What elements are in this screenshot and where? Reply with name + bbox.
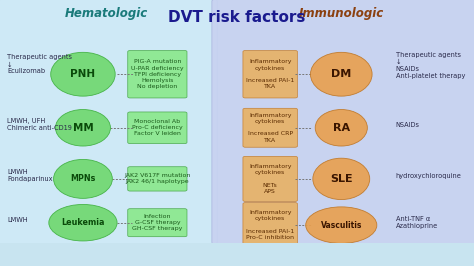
Text: Infection
G-CSF therapy
GH-CSF therapy: Infection G-CSF therapy GH-CSF therapy xyxy=(132,214,182,231)
Text: Inflammatory
cytokines

NETs
APS: Inflammatory cytokines NETs APS xyxy=(249,164,292,194)
Text: RA: RA xyxy=(333,123,350,133)
Text: Hematologic: Hematologic xyxy=(65,7,148,20)
Text: DVT risk factors: DVT risk factors xyxy=(168,10,306,25)
Text: PIG-A mutation
U-PAR deficiency
TFPI deficiency
Hemolysis
No depletion: PIG-A mutation U-PAR deficiency TFPI def… xyxy=(131,59,184,89)
FancyBboxPatch shape xyxy=(128,167,187,191)
Text: LMWH, UFH
Chimeric anti-CD19: LMWH, UFH Chimeric anti-CD19 xyxy=(7,118,72,131)
Text: LMWH: LMWH xyxy=(7,217,28,223)
Text: Immunologic: Immunologic xyxy=(299,7,384,20)
Text: NSAIDs: NSAIDs xyxy=(396,122,420,128)
Ellipse shape xyxy=(49,205,117,241)
Text: DM: DM xyxy=(331,69,351,79)
Ellipse shape xyxy=(55,110,110,146)
Text: LMWH
Fondaparinux: LMWH Fondaparinux xyxy=(7,169,53,182)
Ellipse shape xyxy=(313,158,370,200)
Text: Inflammatory
cytokines

Increased PAI-1
Pro-C inhibition: Inflammatory cytokines Increased PAI-1 P… xyxy=(246,210,294,240)
FancyBboxPatch shape xyxy=(243,156,298,201)
FancyBboxPatch shape xyxy=(128,209,187,237)
Ellipse shape xyxy=(306,207,377,243)
Text: hydroxychloroquine: hydroxychloroquine xyxy=(396,173,462,179)
Text: Therapeutic agents
↓
NSAIDs
Anti-platelet therapy: Therapeutic agents ↓ NSAIDs Anti-platele… xyxy=(396,52,465,79)
Text: SLE: SLE xyxy=(330,174,353,184)
FancyBboxPatch shape xyxy=(128,112,187,144)
Text: Anti-TNF α
Azathioprine: Anti-TNF α Azathioprine xyxy=(396,216,438,229)
Text: Leukemia: Leukemia xyxy=(61,218,105,227)
Text: Monoclonal Ab
Pro-C deficiency
Factor V leiden: Monoclonal Ab Pro-C deficiency Factor V … xyxy=(132,119,183,136)
FancyBboxPatch shape xyxy=(243,203,298,248)
Text: Inflammatory
cytokines

Increased PAI-1
TKA: Inflammatory cytokines Increased PAI-1 T… xyxy=(246,59,294,89)
FancyBboxPatch shape xyxy=(128,51,187,98)
Ellipse shape xyxy=(51,52,115,96)
Ellipse shape xyxy=(315,110,367,146)
Text: MM: MM xyxy=(73,123,93,133)
FancyBboxPatch shape xyxy=(243,108,298,147)
Text: Vasculitis: Vasculitis xyxy=(320,221,362,230)
FancyBboxPatch shape xyxy=(212,0,474,244)
Text: MPNs: MPNs xyxy=(70,174,96,183)
FancyBboxPatch shape xyxy=(243,51,298,98)
FancyBboxPatch shape xyxy=(0,0,217,244)
Ellipse shape xyxy=(54,159,112,198)
Text: PNH: PNH xyxy=(70,69,96,79)
Text: Inflammatory
cytokines

Increased CRP
TKA: Inflammatory cytokines Increased CRP TKA xyxy=(248,113,292,143)
Text: JAK2 V617F mutation
JAK2 46/1 haplotype: JAK2 V617F mutation JAK2 46/1 haplotype xyxy=(124,173,191,185)
Text: Therapeutic agents
↓
Eculizomab: Therapeutic agents ↓ Eculizomab xyxy=(7,55,72,74)
Ellipse shape xyxy=(310,52,372,96)
